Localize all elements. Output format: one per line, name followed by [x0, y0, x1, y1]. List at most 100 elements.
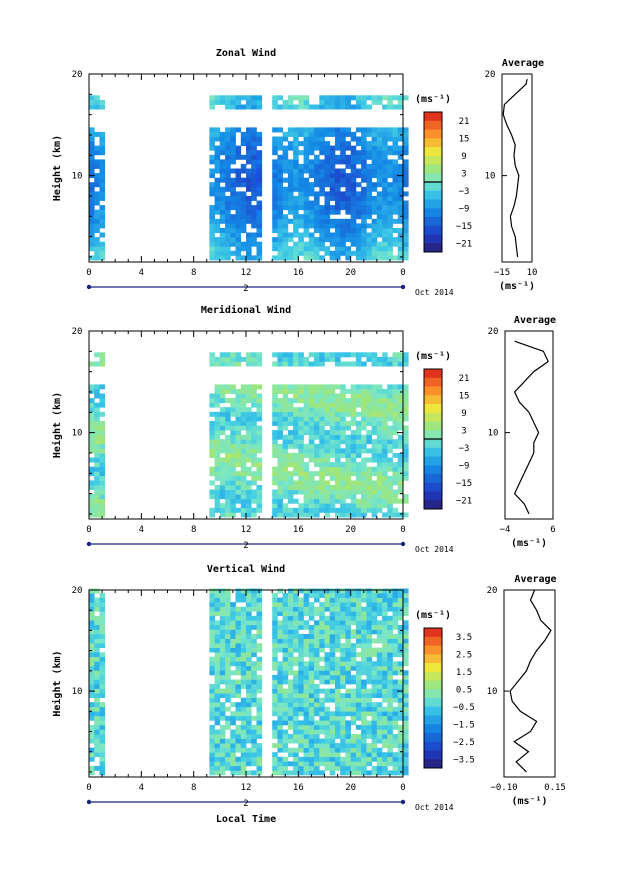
heatmap-cell	[340, 168, 346, 174]
heatmap-cell	[355, 643, 362, 648]
heatmap-cell	[89, 724, 95, 730]
heatmap-cell	[230, 679, 236, 685]
heatmap-cell	[298, 200, 304, 206]
heatmap-cell	[387, 656, 393, 662]
heatmap-cell	[392, 209, 399, 215]
heatmap-cell	[350, 770, 357, 776]
heatmap-cell	[89, 434, 95, 440]
heatmap-cell	[246, 674, 252, 680]
heatmap-cell	[214, 223, 221, 229]
heatmap-cell	[355, 352, 362, 358]
heatmap-cell	[225, 743, 231, 748]
heatmap-cell	[340, 665, 346, 671]
heatmap-cell	[89, 752, 95, 758]
heatmap-cell	[219, 407, 226, 413]
heatmap-cell	[303, 384, 310, 390]
colorbar-segment	[424, 482, 442, 492]
heatmap-cell	[94, 384, 100, 390]
heatmap-cell	[324, 195, 331, 201]
heatmap-cell	[282, 738, 289, 744]
heatmap-cell	[251, 141, 257, 147]
heatmap-cell	[324, 393, 331, 399]
average-y-tick-label: 20	[485, 70, 496, 80]
heatmap-cell	[235, 638, 242, 644]
heatmap-cell	[361, 457, 367, 463]
heatmap-cell	[251, 462, 257, 468]
heatmap-cell	[219, 602, 226, 607]
colorbar-segment	[424, 741, 442, 751]
heatmap-cell	[371, 729, 378, 735]
heatmap-cell	[99, 356, 106, 362]
heatmap-cell	[99, 489, 106, 495]
heatmap-cell	[350, 159, 357, 165]
heatmap-cell	[371, 388, 378, 394]
heatmap-cell	[361, 466, 367, 472]
heatmap-cell	[335, 512, 341, 518]
heatmap-cell	[392, 439, 399, 445]
heatmap-cell	[303, 131, 310, 137]
heatmap-cell	[282, 647, 289, 653]
heatmap-cell	[308, 448, 315, 454]
heatmap-cell	[94, 416, 100, 422]
heatmap-cell	[340, 250, 346, 256]
heatmap-cell	[329, 670, 336, 676]
heatmap-cell	[99, 218, 106, 224]
heatmap-cell	[324, 163, 331, 169]
heatmap-cell	[225, 684, 231, 689]
heatmap-cell	[382, 684, 388, 689]
heatmap-cell	[94, 452, 100, 458]
heatmap-cell	[345, 729, 351, 735]
heatmap-cell	[329, 407, 336, 413]
heatmap-cell	[277, 145, 283, 151]
heatmap-cell	[256, 182, 263, 188]
heatmap-cell	[371, 611, 378, 617]
heatmap-cell	[94, 729, 100, 735]
heatmap-cell	[272, 724, 278, 730]
heatmap-cell	[230, 99, 236, 105]
heatmap-cell	[209, 439, 215, 445]
heatmap-cell	[277, 747, 283, 753]
heatmap-cell	[282, 462, 289, 468]
heatmap-cell	[355, 246, 362, 252]
heatmap-cell	[230, 638, 236, 644]
heatmap-cell	[256, 214, 263, 220]
heatmap-cell	[282, 163, 289, 169]
heatmap-cell	[298, 214, 304, 220]
heatmap-cell	[366, 688, 372, 694]
heatmap-cell	[303, 597, 310, 603]
heatmap-cell	[287, 665, 294, 671]
heatmap-cell	[345, 466, 351, 472]
heatmap-cell	[350, 665, 357, 671]
heatmap-cell	[319, 205, 325, 211]
average-x-tick-label: −4	[500, 525, 511, 535]
heatmap-cell	[340, 439, 346, 445]
heatmap-cell	[324, 674, 331, 680]
heatmap-cell	[355, 127, 362, 133]
heatmap-cell	[293, 246, 299, 252]
heatmap-cell	[335, 416, 341, 422]
heatmap-cell	[293, 512, 299, 518]
heatmap-cell	[319, 228, 325, 233]
heatmap-cell	[272, 624, 278, 630]
heatmap-cell	[403, 416, 409, 422]
heatmap-cell	[340, 452, 346, 458]
heatmap-cell	[230, 195, 236, 201]
heatmap-cell	[314, 209, 320, 215]
heatmap-cell	[397, 131, 404, 137]
heatmap-cell	[361, 720, 367, 726]
heatmap-cell	[345, 407, 351, 413]
heatmap-cell	[371, 163, 378, 169]
heatmap-cell	[403, 246, 409, 252]
heatmap-cell	[308, 674, 315, 680]
heatmap-cell	[361, 679, 367, 685]
heatmap-cell	[376, 765, 383, 771]
heatmap-cell	[251, 475, 257, 481]
heatmap-cell	[230, 629, 236, 635]
heatmap-cell	[298, 711, 304, 717]
heatmap-cell	[345, 756, 351, 762]
heatmap-cell	[94, 503, 100, 509]
heatmap-cell	[387, 620, 393, 626]
heatmap-cell	[246, 205, 252, 211]
heatmap-cell	[340, 747, 346, 753]
heatmap-cell	[246, 457, 252, 463]
